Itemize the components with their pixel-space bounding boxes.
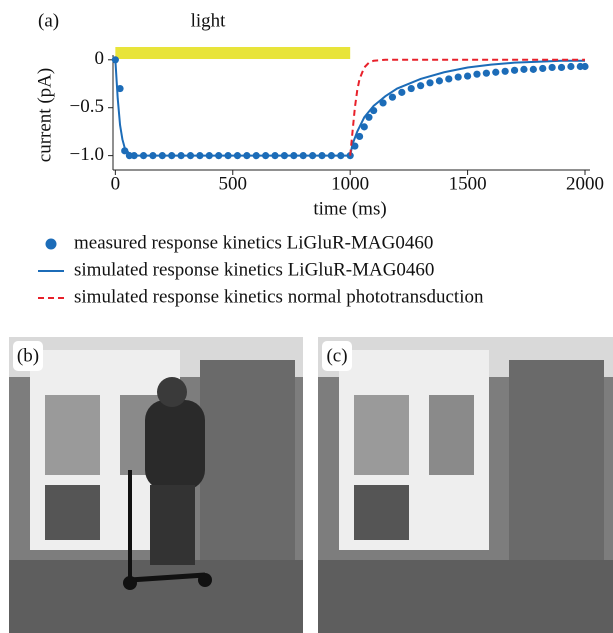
light-bar	[115, 47, 350, 59]
data-point	[502, 68, 509, 75]
data-point	[539, 65, 546, 72]
data-point	[492, 69, 499, 76]
data-point	[549, 64, 556, 71]
data-point	[483, 70, 490, 77]
legend-label: simulated response kinetics LiGluR-MAG04…	[74, 259, 434, 280]
data-point	[445, 75, 452, 82]
y-tick-label: 0	[95, 48, 105, 69]
figure: (a) light time (ms) current (pA) (b)	[0, 0, 613, 633]
data-point	[417, 82, 424, 89]
data-point	[398, 89, 405, 96]
y-axis-label: current (pA)	[34, 68, 55, 162]
x-tick-label: 1000	[331, 173, 369, 194]
x-tick-label: 1500	[449, 173, 487, 194]
data-point	[511, 67, 518, 74]
legend-label: simulated response kinetics normal photo…	[74, 286, 484, 307]
data-point	[455, 73, 462, 80]
photos: (b) (c)	[9, 337, 613, 633]
photo: (b)	[9, 337, 303, 633]
photo-label: (b)	[17, 345, 39, 366]
data-point	[473, 71, 480, 78]
photo-label: (c)	[326, 345, 347, 366]
panel-label: (a)	[38, 10, 59, 31]
data-point	[520, 66, 527, 73]
y-tick-label: −0.5	[70, 96, 104, 117]
data-point	[426, 79, 433, 86]
data-point	[464, 72, 471, 79]
annotation: light	[191, 10, 227, 31]
data-point	[389, 94, 396, 101]
x-tick-label: 0	[111, 173, 121, 194]
x-tick-label: 2000	[566, 173, 604, 194]
data-point	[581, 63, 588, 70]
data-point	[408, 85, 415, 92]
data-point	[436, 77, 443, 84]
series-line	[115, 60, 585, 156]
data-point	[530, 66, 537, 73]
photo: (c)	[318, 337, 613, 633]
legend-label: measured response kinetics LiGluR-MAG046…	[74, 232, 433, 253]
x-tick-label: 500	[219, 173, 248, 194]
data-point	[558, 64, 565, 71]
data-point	[567, 63, 574, 70]
y-tick-label: −1.0	[70, 144, 104, 165]
legend-marker	[46, 239, 57, 250]
x-axis-label: time (ms)	[313, 198, 386, 219]
